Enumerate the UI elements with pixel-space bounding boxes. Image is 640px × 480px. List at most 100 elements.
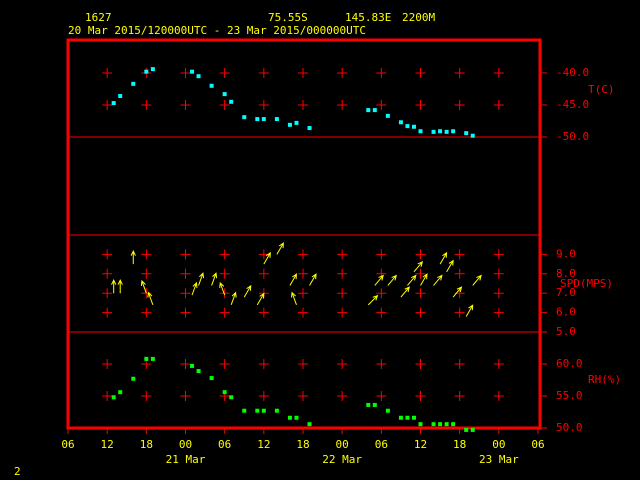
grid-cross — [493, 268, 504, 279]
data-point — [411, 124, 416, 129]
grid-cross — [337, 268, 348, 279]
y-tick-label: 6.0 — [556, 306, 576, 319]
data-point — [150, 67, 155, 72]
data-point — [438, 129, 443, 134]
data-point — [150, 356, 155, 361]
plot-frame — [66, 38, 542, 430]
grid-cross — [376, 307, 387, 318]
data-point — [274, 408, 279, 413]
data-point — [196, 369, 201, 374]
data-point — [111, 101, 116, 106]
grid-cross — [180, 268, 191, 279]
grid-cross — [493, 249, 504, 260]
data-point — [418, 129, 423, 134]
data-point — [144, 356, 149, 361]
grid-cross — [337, 99, 348, 110]
wind-arrow — [367, 294, 379, 306]
grid-cross — [454, 268, 465, 279]
grid-cross — [219, 288, 230, 299]
grid-cross — [102, 249, 113, 260]
grid-cross — [493, 288, 504, 299]
data-point — [255, 117, 260, 122]
wind-arrow — [400, 286, 411, 298]
data-point — [131, 81, 136, 86]
data-point — [366, 108, 371, 113]
wind-arrow — [198, 272, 205, 286]
data-point — [294, 120, 299, 125]
grid-cross — [415, 391, 426, 401]
x-tick-label: 18 — [453, 438, 466, 451]
wind-arrow — [309, 273, 317, 286]
station-id: 1627 — [85, 11, 112, 24]
data-point — [209, 83, 214, 88]
grid-cross — [376, 67, 387, 78]
x-tick-label: 06 — [531, 438, 544, 451]
data-point — [294, 415, 299, 420]
wind-arrow — [130, 249, 136, 265]
data-point — [287, 122, 292, 127]
wind-arrow — [243, 284, 252, 298]
x-tick-label: 06 — [218, 438, 231, 451]
grid-cross — [415, 99, 426, 110]
date-label: 21 Mar — [166, 453, 206, 466]
data-point — [398, 415, 403, 420]
x-tick-label: 00 — [492, 438, 505, 451]
wind-arrow — [191, 281, 198, 296]
y-tick-label: 60.0 — [556, 357, 583, 370]
wind-arrow — [420, 273, 428, 286]
wind-arrow — [452, 286, 463, 298]
grid-cross — [180, 391, 191, 401]
grid-cross — [337, 249, 348, 260]
wind-arrow — [219, 281, 226, 296]
data-point — [222, 92, 227, 97]
data-point — [274, 117, 279, 122]
grid-cross — [258, 67, 269, 78]
y-tick-label: -45.0 — [556, 98, 589, 111]
grid-cross — [219, 99, 230, 110]
grid-cross — [102, 359, 113, 369]
wind-arrow — [211, 272, 218, 286]
grid-cross — [415, 307, 426, 318]
x-tick-label: 00 — [336, 438, 349, 451]
grid-cross — [493, 307, 504, 318]
wind-arrow — [276, 242, 284, 255]
grid-cross — [102, 268, 113, 279]
y-tick-label: 55.0 — [556, 389, 583, 402]
wind-arrow — [230, 291, 237, 306]
elevation: 2200M — [402, 11, 435, 24]
wind-arrow — [472, 274, 482, 286]
wind-arrow — [256, 292, 265, 306]
data-point — [385, 113, 390, 118]
wind-arrow — [374, 274, 384, 286]
x-tick-label: 12 — [414, 438, 427, 451]
grid-cross — [415, 359, 426, 369]
grid-cross — [337, 288, 348, 299]
grid-cross — [298, 391, 308, 401]
grid-cross — [298, 359, 308, 369]
grid-cross — [298, 67, 308, 78]
data-point — [209, 376, 214, 381]
wind-arrow — [413, 261, 424, 273]
grid-cross — [298, 99, 308, 110]
data-point — [307, 126, 312, 131]
data-point — [418, 422, 423, 427]
y-tick-label: 9.0 — [556, 247, 576, 260]
grid-cross — [180, 99, 191, 110]
grid-cross — [376, 391, 387, 401]
grid-cross — [415, 67, 426, 78]
y-tick-label: 50.0 — [556, 421, 583, 434]
axis-label: RH(%) — [588, 373, 621, 386]
x-tick-label: 06 — [375, 438, 388, 451]
grid-cross — [298, 249, 308, 260]
x-tick-label: 12 — [101, 438, 114, 451]
longitude: 145.83E — [345, 11, 391, 24]
data-point — [405, 415, 410, 420]
x-tick-label: 06 — [61, 438, 74, 451]
data-point — [118, 94, 123, 99]
wind-arrow — [140, 279, 147, 294]
data-point — [464, 427, 469, 432]
grid-cross — [102, 99, 113, 110]
page-number: 2 — [14, 465, 21, 478]
